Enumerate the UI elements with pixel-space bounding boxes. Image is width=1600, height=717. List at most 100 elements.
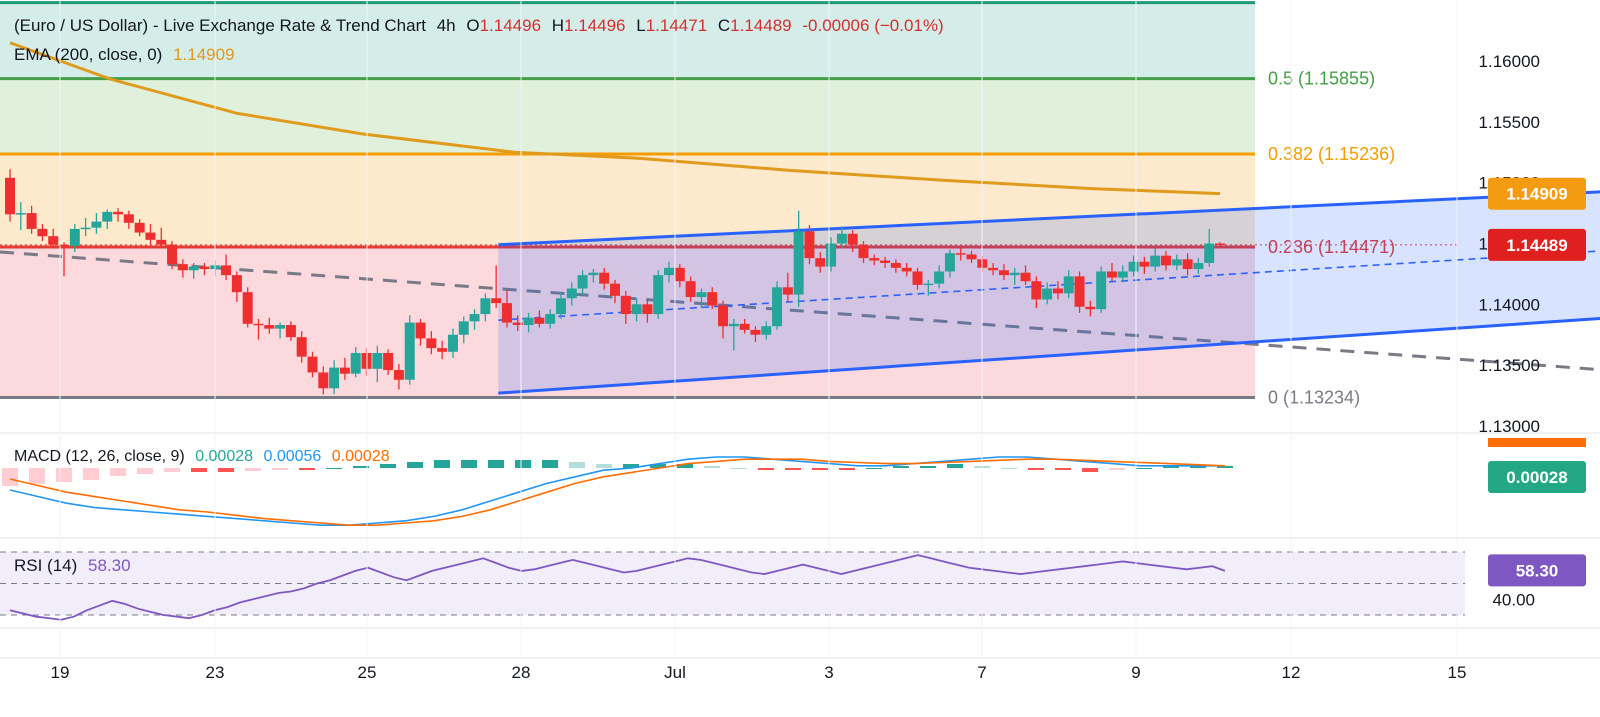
candle-body <box>1052 288 1063 294</box>
macd-hist-bar <box>299 468 315 470</box>
time-tick-label: 28 <box>512 663 531 682</box>
candle-body <box>491 298 502 304</box>
candle-body <box>177 264 188 271</box>
candle-body <box>1204 243 1215 263</box>
candle-body <box>728 323 739 327</box>
rsi-label: RSI (14) <box>14 556 78 575</box>
candle-body <box>48 236 59 245</box>
symbol-name: (Euro / US Dollar) - Live Exchange Rate … <box>14 16 426 35</box>
high-value: 1.14496 <box>564 16 626 35</box>
candle-body <box>221 265 232 276</box>
rsi-pane: 40.00 <box>0 551 1535 621</box>
time-tick-label: 12 <box>1282 663 1301 682</box>
candle-body <box>1193 262 1204 270</box>
candle-body <box>59 244 70 247</box>
macd-hist-bar <box>812 468 828 470</box>
candle-body <box>545 314 556 324</box>
candle-body <box>566 288 577 299</box>
macd-hist-bar <box>380 464 396 468</box>
candle-body <box>339 367 350 374</box>
high-label: H <box>551 16 565 35</box>
candle-body <box>577 275 588 289</box>
candle-body <box>858 244 869 259</box>
macd-hist-bar <box>272 468 288 470</box>
candle-body <box>426 338 437 349</box>
rsi-value: 58.30 <box>88 556 131 575</box>
price-tick-label: 1.14000 <box>1479 295 1540 314</box>
candle-body <box>685 281 696 298</box>
candle-body <box>1031 281 1042 300</box>
candle-body <box>718 305 729 327</box>
candle-body <box>512 322 523 326</box>
macd-hist-bar <box>704 466 720 468</box>
candle-body <box>944 253 955 272</box>
close-value: 1.14489 <box>730 16 792 35</box>
macd-hist-bar <box>218 468 234 472</box>
candle-body <box>91 221 102 228</box>
ema-price-tag: 1.14909 <box>1506 185 1567 204</box>
candle-body <box>415 322 426 339</box>
candle-body <box>1160 255 1171 266</box>
fib-zone-top <box>0 2 1255 79</box>
candle-body <box>26 213 37 229</box>
macd-hist-bar <box>164 468 180 472</box>
candle-body <box>275 325 286 329</box>
candle-body <box>653 275 664 315</box>
macd-hist-bar <box>191 468 207 472</box>
candle-body <box>923 283 934 286</box>
price-axis[interactable]: 1.160001.155001.150001.145001.140001.135… <box>0 52 1600 629</box>
macd-hist-bar <box>1109 468 1125 470</box>
candle-body <box>555 298 566 315</box>
ema-legend[interactable]: EMA (200, close, 0) 1.14909 <box>14 45 241 65</box>
macd-hist-bar <box>1028 468 1044 470</box>
time-tick-label: 25 <box>358 663 377 682</box>
macd-value-tag-bg <box>1488 461 1586 493</box>
symbol-legend[interactable]: (Euro / US Dollar) - Live Exchange Rate … <box>14 16 950 36</box>
price-tick-label: 1.13500 <box>1479 356 1540 375</box>
macd-hist-bar <box>623 464 639 468</box>
candle-body <box>620 295 631 315</box>
fib-label-1: 0.382 (1.15236) <box>1268 144 1395 164</box>
candle-body <box>955 253 966 255</box>
ema-200-line <box>9 41 1221 196</box>
macd-hist-bar <box>758 468 774 470</box>
last-price-tag: 1.14489 <box>1506 236 1567 255</box>
ema-line <box>9 41 1221 196</box>
candle-body <box>156 239 167 245</box>
time-axis[interactable]: 19 23 25 28 Jul 3 7 9 12 15 <box>0 0 1600 682</box>
close-label: C <box>717 16 731 35</box>
channel-mid-line <box>498 250 1600 321</box>
candle-body <box>815 258 826 267</box>
open-value: 1.14496 <box>479 16 542 35</box>
candle-body <box>1106 271 1117 278</box>
candle-body <box>523 317 534 326</box>
macd-legend[interactable]: MACD (12, 26, close, 9) 0.00028 0.00056 … <box>14 448 396 466</box>
channel-upper-line <box>498 190 1600 247</box>
candle-body <box>123 214 134 223</box>
macd-hist-bar <box>56 468 72 482</box>
macd-hist-bar <box>542 460 558 468</box>
time-tick-label: Jul <box>664 663 686 682</box>
candle-body <box>739 323 750 330</box>
macd-hist-bar <box>353 466 369 468</box>
candlestick-series <box>5 169 1225 395</box>
candle-body <box>501 303 512 323</box>
candle-body <box>102 211 113 222</box>
macd-hist-bar <box>920 466 936 468</box>
candle-body <box>793 231 804 295</box>
price-tick-label: 1.15500 <box>1479 113 1540 132</box>
macd-hist-value: 0.00028 <box>195 448 254 465</box>
candle-body <box>772 287 783 327</box>
candle-body <box>80 227 91 230</box>
macd-label: MACD (12, 26, close, 9) <box>14 448 185 465</box>
macd-hist-bar <box>569 462 585 468</box>
rsi-legend[interactable]: RSI (14) 58.30 <box>14 556 137 576</box>
candle-body <box>610 283 620 296</box>
macd-hist-bar <box>2 468 18 486</box>
low-label: L <box>636 16 646 35</box>
candle-body <box>404 322 415 380</box>
macd-hist-bar <box>785 468 801 470</box>
candle-body <box>761 326 772 335</box>
candle-body <box>890 262 901 268</box>
